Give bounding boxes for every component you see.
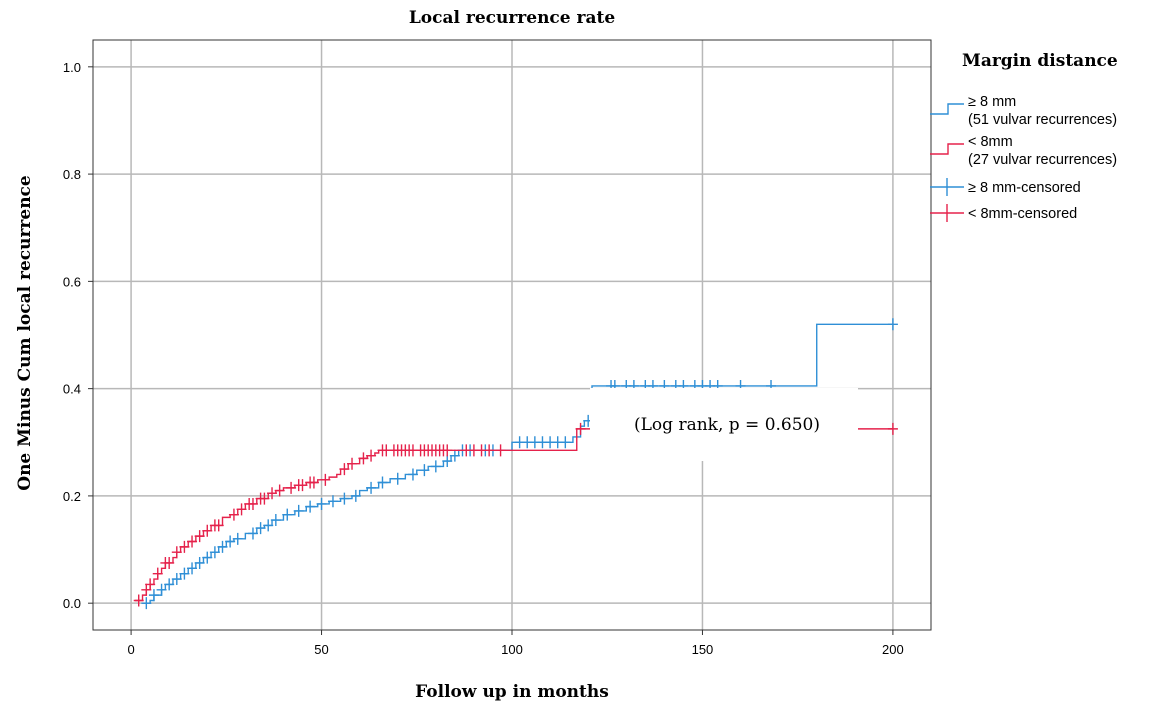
gridlines bbox=[93, 40, 931, 630]
y-axis-title: One Minus Cum local recurrence bbox=[15, 175, 35, 491]
censor-mark-1 bbox=[347, 457, 358, 470]
censor-mark-0 bbox=[217, 540, 228, 553]
x-axis-title: Follow up in months bbox=[415, 682, 609, 702]
censor-mark-0 bbox=[194, 556, 205, 569]
censor-mark-0 bbox=[366, 481, 377, 494]
series-layer bbox=[133, 318, 898, 610]
censor-mark-1 bbox=[145, 578, 156, 591]
legend-title: Margin distance bbox=[962, 51, 1118, 71]
censor-mark-1 bbox=[442, 444, 453, 457]
censor-mark-0 bbox=[148, 589, 159, 602]
legend-censor-swatch-0 bbox=[930, 178, 964, 196]
censor-mark-0 bbox=[560, 436, 571, 449]
legend-sublabel-1: (27 vulvar recurrences) bbox=[968, 152, 1117, 168]
censor-mark-1 bbox=[887, 422, 898, 435]
censor-mark-1 bbox=[274, 484, 285, 497]
censor-mark-1 bbox=[236, 503, 247, 516]
y-tick-label: 0.0 bbox=[63, 596, 81, 611]
y-tick-label: 0.8 bbox=[63, 167, 81, 182]
censor-mark-1 bbox=[297, 479, 308, 492]
y-tick-label: 0.6 bbox=[63, 274, 81, 289]
legend-line-swatch-0 bbox=[930, 103, 964, 115]
censor-mark-1 bbox=[484, 444, 495, 457]
censor-mark-1 bbox=[164, 556, 175, 569]
censor-mark-1 bbox=[575, 422, 586, 435]
censor-mark-0 bbox=[419, 464, 430, 477]
censor-mark-1 bbox=[152, 567, 163, 580]
legend-label-1: < 8mm bbox=[968, 134, 1013, 150]
censor-mark-0 bbox=[270, 514, 281, 527]
x-tick-label: 100 bbox=[501, 642, 523, 657]
censor-mark-0 bbox=[392, 472, 403, 485]
legend: Margin distance ≥ 8 mm (51 vulvar recurre… bbox=[930, 51, 1118, 222]
censor-mark-0 bbox=[247, 527, 258, 540]
censor-mark-0 bbox=[442, 455, 453, 468]
x-tick-label: 200 bbox=[882, 642, 904, 657]
censor-mark-0 bbox=[327, 495, 338, 508]
censor-mark-0 bbox=[293, 504, 304, 517]
series-line-0 bbox=[142, 323, 893, 604]
censor-mark-0 bbox=[316, 497, 327, 510]
censor-mark-0 bbox=[430, 460, 441, 473]
censor-mark-1 bbox=[339, 463, 350, 476]
annotation-background bbox=[590, 388, 858, 461]
chart-title: Local recurrence rate bbox=[409, 8, 616, 28]
y-tick-label: 0.2 bbox=[63, 489, 81, 504]
censor-mark-1 bbox=[179, 540, 190, 553]
censor-mark-0 bbox=[164, 578, 175, 591]
censor-mark-1 bbox=[267, 487, 278, 500]
censor-mark-1 bbox=[495, 444, 506, 457]
censor-mark-1 bbox=[320, 473, 331, 486]
censor-mark-1 bbox=[194, 530, 205, 543]
censor-mark-1 bbox=[202, 524, 213, 537]
censor-mark-0 bbox=[263, 519, 274, 532]
censor-mark-1 bbox=[366, 449, 377, 462]
censor-mark-1 bbox=[286, 481, 297, 494]
x-tick-label: 50 bbox=[314, 642, 328, 657]
legend-line-swatch-1 bbox=[930, 143, 964, 155]
censor-mark-0 bbox=[179, 567, 190, 580]
censor-mark-1 bbox=[213, 519, 224, 532]
censor-mark-0 bbox=[350, 489, 361, 502]
x-tick-label: 150 bbox=[692, 642, 714, 657]
censor-mark-1 bbox=[171, 546, 182, 559]
legend-sublabel-0: (51 vulvar recurrences) bbox=[968, 112, 1117, 128]
annotation-box: (Log rank, p = 0.650) bbox=[590, 388, 858, 461]
censor-mark-0 bbox=[449, 449, 460, 462]
censor-mark-0 bbox=[377, 476, 388, 489]
censor-mark-0 bbox=[141, 597, 152, 610]
censor-mark-0 bbox=[156, 583, 167, 596]
censor-mark-1 bbox=[187, 535, 198, 548]
censor-mark-0 bbox=[305, 500, 316, 513]
legend-censored-label-0: ≥ 8 mm-censored bbox=[968, 180, 1081, 196]
y-tick-label: 0.4 bbox=[63, 382, 81, 397]
censor-mark-0 bbox=[202, 551, 213, 564]
censor-mark-1 bbox=[228, 508, 239, 521]
legend-censor-swatch-1 bbox=[930, 204, 964, 222]
censor-mark-1 bbox=[308, 476, 319, 489]
censor-mark-0 bbox=[225, 535, 236, 548]
censor-mark-0 bbox=[187, 562, 198, 575]
censor-mark-0 bbox=[232, 532, 243, 545]
censor-mark-1 bbox=[133, 594, 144, 607]
annotation-text: (Log rank, p = 0.650) bbox=[634, 415, 820, 435]
censor-mark-0 bbox=[339, 492, 350, 505]
censor-mark-0 bbox=[282, 508, 293, 521]
censor-mark-0 bbox=[209, 546, 220, 559]
censor-mark-1 bbox=[358, 452, 369, 465]
y-tick-label: 1.0 bbox=[63, 60, 81, 75]
tick-labels: 0 50 100 150 200 0.0 0.2 0.4 0.6 0.8 1.0 bbox=[63, 60, 904, 657]
censor-mark-1 bbox=[247, 497, 258, 510]
x-tick-label: 0 bbox=[127, 642, 134, 657]
censor-mark-0 bbox=[255, 522, 266, 535]
censor-mark-0 bbox=[887, 318, 898, 331]
censor-mark-0 bbox=[171, 573, 182, 586]
legend-censored-label-1: < 8mm-censored bbox=[968, 206, 1077, 222]
censor-mark-0 bbox=[407, 468, 418, 481]
censor-mark-1 bbox=[259, 492, 270, 505]
legend-label-0: ≥ 8 mm bbox=[968, 94, 1016, 110]
